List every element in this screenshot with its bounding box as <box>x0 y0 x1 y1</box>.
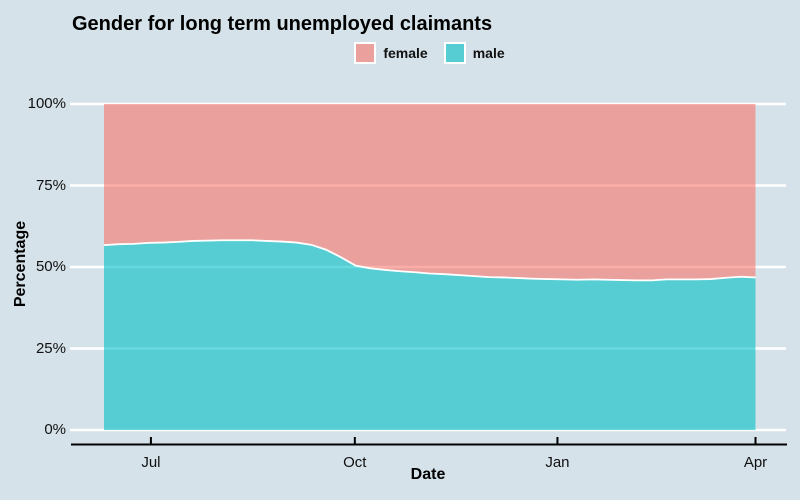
legend-label: male <box>472 45 505 61</box>
legend-label: female <box>383 45 428 61</box>
chart-title: Gender for long term unemployed claimant… <box>72 13 493 35</box>
male-swatch-icon <box>443 42 466 64</box>
y-tick-label-0%: 0% <box>44 421 66 438</box>
x-axis-title: Date <box>410 466 446 483</box>
legend: female male <box>72 41 787 65</box>
legend-item-female: female <box>354 42 428 64</box>
legend-item-male: male <box>443 42 505 64</box>
area-boundary-line <box>103 239 756 282</box>
y-tick-label-75%: 75% <box>35 176 66 194</box>
y-tick-label-25%: 25% <box>35 339 66 357</box>
x-tick-label-Apr: Apr <box>743 454 768 471</box>
y-tick-label-50%: 50% <box>35 258 66 275</box>
female-swatch-icon <box>354 42 377 64</box>
male-area <box>104 240 756 430</box>
x-tick-label-Jan: Jan <box>545 454 570 471</box>
x-tick-label-Jul: Jul <box>141 454 161 471</box>
male-swatch-fill <box>445 44 464 62</box>
y-axis-title: Percentage <box>12 220 29 308</box>
x-tick-label-Oct: Oct <box>343 454 367 471</box>
plot-panel <box>70 88 787 446</box>
female-swatch-fill <box>356 44 375 62</box>
y-tick-label-100%: 100% <box>27 95 66 112</box>
chart-canvas <box>70 102 787 446</box>
female-area <box>104 104 756 281</box>
